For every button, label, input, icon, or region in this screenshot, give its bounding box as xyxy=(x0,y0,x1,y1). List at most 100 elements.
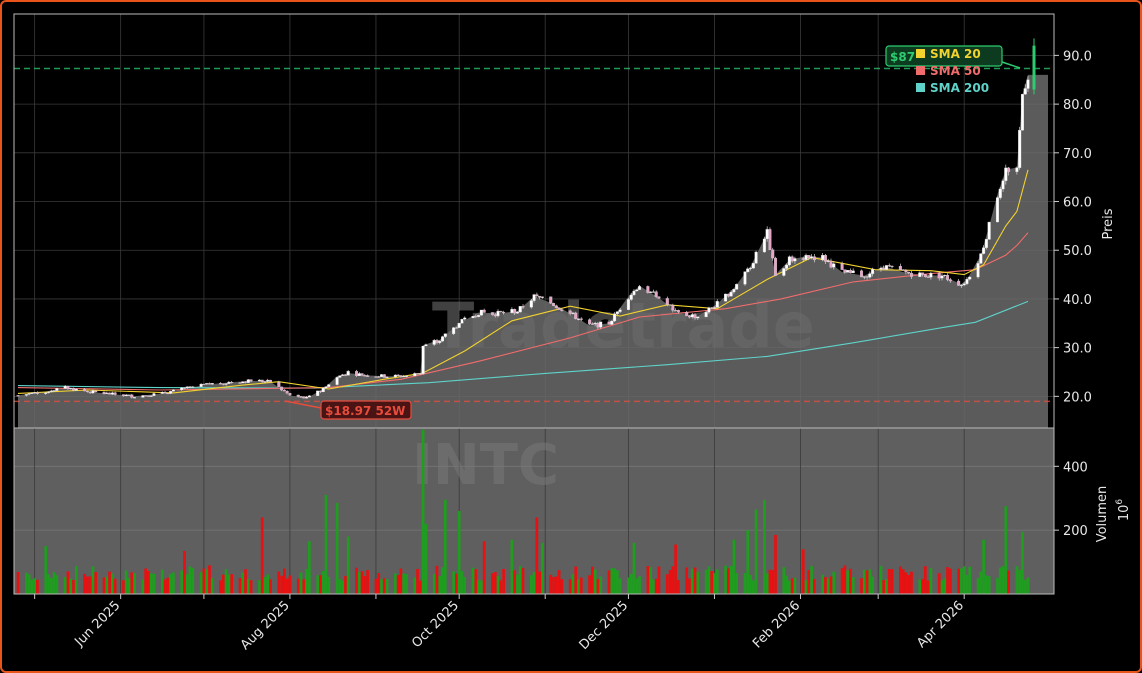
volume-bar xyxy=(513,570,517,594)
volume-bar xyxy=(24,572,28,594)
candle-body xyxy=(224,383,228,385)
volume-bar xyxy=(793,577,797,594)
candle-body xyxy=(207,383,211,385)
volume-bar xyxy=(477,580,480,594)
candle-body xyxy=(884,265,888,270)
volume-bar xyxy=(147,571,150,594)
watermark-bottom: INTC xyxy=(412,433,559,498)
candle-body xyxy=(1020,94,1024,131)
volume-bar xyxy=(471,567,475,594)
volume-bar xyxy=(926,580,930,594)
candle-body xyxy=(676,310,680,313)
candle-body xyxy=(108,392,112,395)
candle-body xyxy=(696,316,700,319)
candle-body xyxy=(360,373,364,376)
volume-bar xyxy=(199,572,203,594)
candle-body xyxy=(246,379,250,383)
volume-bar xyxy=(133,573,136,594)
candle-body xyxy=(879,267,883,270)
candle-body xyxy=(374,376,378,378)
volume-bar xyxy=(960,568,963,594)
volume-bar xyxy=(402,573,406,594)
candle-body xyxy=(130,394,134,398)
candle-body xyxy=(618,309,622,312)
candle-body xyxy=(649,291,653,293)
volume-bar xyxy=(849,568,852,594)
volume-bar xyxy=(441,567,444,594)
volume-bar xyxy=(491,573,494,594)
volume-bar xyxy=(108,571,111,594)
candle-body xyxy=(529,300,533,308)
candle-body xyxy=(166,393,170,395)
volume-bar xyxy=(480,580,483,594)
candle-body xyxy=(460,319,464,324)
volume-bar xyxy=(521,567,525,594)
candle-body xyxy=(765,229,769,240)
volume-bar xyxy=(671,566,675,594)
volume-bar xyxy=(219,580,222,594)
volume-bar xyxy=(732,539,736,594)
candle-body xyxy=(710,307,714,309)
candle-body xyxy=(94,390,98,393)
volume-bar xyxy=(241,572,245,594)
date-tick-label: Oct 2025 xyxy=(409,598,462,651)
volume-bar xyxy=(163,579,167,594)
candle-body xyxy=(626,299,630,310)
candle-body xyxy=(599,321,603,328)
candle-body xyxy=(751,263,755,269)
candle-body xyxy=(1007,167,1011,172)
volume-bar xyxy=(774,534,777,594)
volume-bar xyxy=(541,542,544,594)
volume-bar xyxy=(677,580,680,594)
candle-body xyxy=(69,387,73,390)
candle-body xyxy=(768,229,772,251)
volume-bar xyxy=(946,567,949,594)
candle-body xyxy=(205,383,209,385)
volume-bar xyxy=(921,579,924,594)
candle-body xyxy=(63,386,67,389)
candle-body xyxy=(182,387,186,389)
candle-body xyxy=(244,381,248,383)
volume-bar xyxy=(208,565,211,594)
candle-body xyxy=(821,255,825,260)
candle-body xyxy=(948,279,952,282)
candle-body xyxy=(571,312,575,314)
candle-body xyxy=(515,311,519,314)
candle-body xyxy=(724,293,728,302)
candles xyxy=(16,38,1036,399)
volume-bar xyxy=(812,579,816,594)
high-annotation: $87 xyxy=(885,45,1021,69)
price-tick-label: 50.0 xyxy=(1063,244,1092,259)
volume-bar xyxy=(493,572,497,594)
candle-body xyxy=(704,312,708,318)
candle-body xyxy=(471,316,475,319)
sma20-line xyxy=(17,169,1029,394)
candle-body xyxy=(804,255,808,260)
price-axis-label: Preis xyxy=(1101,208,1116,239)
candle-body xyxy=(105,392,109,394)
candle-body xyxy=(432,340,436,345)
candle-body xyxy=(296,394,300,397)
candle-body xyxy=(490,312,494,315)
volume-bar xyxy=(191,567,195,594)
candle-body xyxy=(102,391,106,394)
volume-bar xyxy=(460,571,464,594)
volume-bar xyxy=(560,579,564,594)
candle-body xyxy=(579,318,583,320)
volume-bar xyxy=(907,575,911,594)
volume-bar xyxy=(632,542,636,594)
candle-body xyxy=(47,391,51,393)
candle-body xyxy=(241,381,245,384)
candle-body xyxy=(49,390,53,392)
candle-body xyxy=(909,273,913,277)
candle-body xyxy=(918,272,922,277)
candle-body xyxy=(590,323,594,325)
volume-bar xyxy=(438,576,442,594)
candle-body xyxy=(518,306,522,313)
candle-body xyxy=(957,280,961,286)
volume-bar xyxy=(901,569,905,594)
volume-bar xyxy=(394,573,397,594)
candle-body xyxy=(463,317,467,320)
candle-body xyxy=(596,322,600,328)
volume-bar xyxy=(887,569,891,594)
